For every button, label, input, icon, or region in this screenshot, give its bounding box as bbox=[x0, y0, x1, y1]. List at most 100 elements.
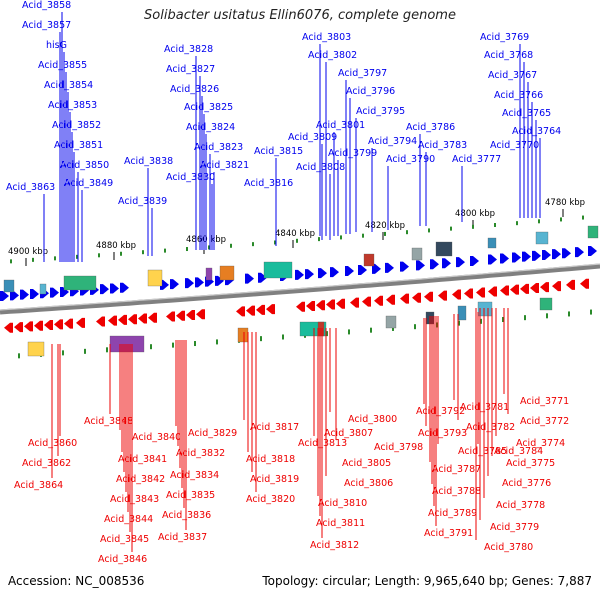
reverse-gene-arrow bbox=[236, 306, 245, 317]
scale-label: 4780 kbp bbox=[545, 198, 585, 208]
feature-box bbox=[411, 247, 423, 261]
forward-gene-label: Acid_3765 bbox=[502, 108, 551, 119]
reverse-gene-label: Acid_3845 bbox=[100, 534, 149, 545]
feature-box bbox=[457, 305, 467, 321]
feature-marker bbox=[76, 254, 78, 259]
forward-gene-label: Acid_3770 bbox=[490, 140, 539, 151]
reverse-gene-arrow bbox=[580, 278, 589, 289]
forward-gene-arrow bbox=[345, 266, 354, 277]
reverse-gene-arrow bbox=[500, 285, 509, 296]
feature-box bbox=[27, 341, 45, 357]
forward-gene-arrow bbox=[0, 291, 9, 301]
feature-marker bbox=[142, 250, 144, 255]
reverse-gene-arrow bbox=[14, 322, 23, 333]
forward-gene-label: Acid_3850 bbox=[60, 160, 109, 171]
reverse-gene-arrow bbox=[34, 320, 43, 331]
forward-gene-label: Acid_3816 bbox=[244, 178, 293, 189]
reverse-gene-arrow bbox=[488, 286, 497, 297]
feature-marker bbox=[230, 243, 232, 248]
feature-marker bbox=[384, 231, 386, 236]
reverse-gene-label: Acid_3846 bbox=[98, 554, 147, 565]
feature-marker bbox=[150, 344, 152, 350]
feature-marker bbox=[524, 315, 526, 321]
topology-text: Topology: circular; Length: 9,965,640 bp… bbox=[262, 574, 592, 588]
feature-marker bbox=[480, 318, 482, 324]
reverse-gene-label: Acid_3785 bbox=[458, 446, 507, 457]
feature-box bbox=[317, 321, 325, 337]
forward-gene-label: Acid_3854 bbox=[44, 80, 93, 91]
reverse-gene-label: Acid_3798 bbox=[374, 442, 423, 453]
reverse-gene-arrow bbox=[138, 313, 147, 324]
scale-label: 4880 kbp bbox=[96, 241, 136, 251]
forward-gene-label: Acid_3797 bbox=[338, 68, 387, 79]
reverse-gene-arrow bbox=[266, 304, 275, 315]
feature-marker bbox=[582, 215, 584, 220]
feature-marker bbox=[32, 257, 34, 262]
reverse-gene-arrow bbox=[166, 311, 175, 322]
reverse-gene-arrow bbox=[4, 322, 13, 333]
forward-gene-arrow bbox=[50, 287, 59, 298]
reverse-gene-arrow bbox=[326, 299, 335, 310]
forward-gene-arrow bbox=[100, 284, 109, 295]
reverse-gene-label: Acid_3841 bbox=[118, 454, 167, 465]
forward-gene-label: Acid_3786 bbox=[406, 122, 455, 133]
reverse-gene-label: Acid_3829 bbox=[188, 428, 237, 439]
reverse-gene-label: Acid_3791 bbox=[424, 528, 473, 539]
forward-gene-arrow bbox=[295, 269, 304, 280]
feature-marker bbox=[98, 253, 100, 258]
forward-gene-arrow bbox=[588, 246, 597, 257]
forward-gene-arrow bbox=[512, 252, 521, 263]
reverse-gene-label: Acid_3834 bbox=[170, 470, 219, 481]
reverse-gene-label: Acid_3819 bbox=[250, 474, 299, 485]
forward-gene-arrow bbox=[532, 250, 541, 261]
genome-backbone-highlight bbox=[0, 263, 600, 311]
feature-marker bbox=[10, 259, 12, 264]
reverse-gene-arrow bbox=[424, 291, 433, 302]
feature-marker bbox=[428, 228, 430, 233]
reverse-gene-label: Acid_3848 bbox=[84, 416, 133, 427]
forward-gene-arrow bbox=[442, 258, 451, 269]
feature-marker bbox=[560, 217, 562, 222]
reverse-gene-arrow bbox=[128, 314, 137, 325]
reverse-gene-arrow bbox=[476, 287, 485, 298]
reverse-gene-arrow bbox=[540, 282, 549, 293]
feature-marker bbox=[450, 226, 452, 231]
reverse-gene-arrow bbox=[400, 293, 409, 304]
map-title: Solibacter usitatus Ellin6076, complete … bbox=[144, 8, 456, 23]
reverse-gene-arrow bbox=[196, 309, 205, 320]
feature-box bbox=[263, 261, 293, 279]
reverse-gene-label: Acid_3782 bbox=[466, 422, 515, 433]
feature-marker bbox=[106, 347, 108, 353]
forward-gene-label: Acid_3803 bbox=[302, 32, 351, 43]
forward-gene-arrow bbox=[30, 288, 39, 299]
forward-gene-label: Acid_3795 bbox=[356, 106, 405, 117]
feature-box bbox=[535, 231, 549, 245]
feature-marker bbox=[186, 247, 188, 252]
reverse-gene-label: Acid_3781 bbox=[460, 402, 509, 413]
reverse-gene-label: Acid_3787 bbox=[432, 464, 481, 475]
forward-gene-arrow bbox=[245, 273, 254, 284]
feature-marker bbox=[406, 230, 408, 235]
forward-gene-label: Acid_3849 bbox=[64, 178, 113, 189]
forward-gene-label: Acid_3777 bbox=[452, 154, 501, 165]
scale-label: 4800 kbp bbox=[455, 209, 495, 219]
forward-gene-label: Acid_3768 bbox=[484, 50, 533, 61]
feature-box bbox=[63, 275, 97, 291]
forward-gene-arrow bbox=[562, 248, 571, 259]
reverse-gene-label: Acid_3836 bbox=[162, 510, 211, 521]
feature-marker bbox=[18, 353, 20, 359]
reverse-gene-label: Acid_3864 bbox=[14, 480, 63, 491]
feature-box bbox=[385, 315, 397, 329]
forward-gene-arrow bbox=[305, 269, 314, 280]
forward-gene-label: Acid_3838 bbox=[124, 156, 173, 167]
reverse-gene-arrow bbox=[54, 319, 63, 330]
feature-marker bbox=[546, 313, 548, 319]
feature-marker bbox=[436, 322, 438, 328]
forward-gene-label: Acid_3839 bbox=[118, 196, 167, 207]
reverse-gene-arrow bbox=[438, 290, 447, 301]
feature-marker bbox=[296, 238, 298, 243]
feature-marker bbox=[282, 334, 284, 340]
forward-gene-label: Acid_3794 bbox=[368, 136, 417, 147]
reverse-gene-label: Acid_3789 bbox=[428, 508, 477, 519]
